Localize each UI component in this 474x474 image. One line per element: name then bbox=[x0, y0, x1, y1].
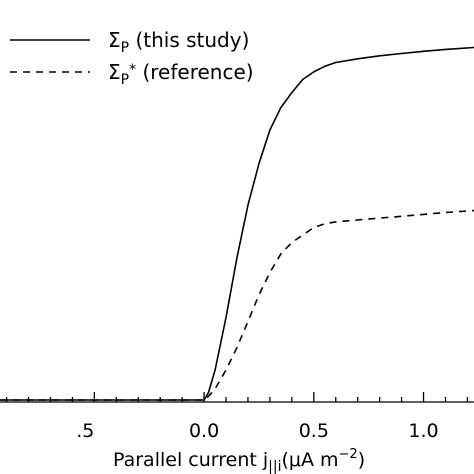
legend-label-this-study: ΣP (this study) bbox=[108, 28, 249, 56]
x-tick-label: 1.0 bbox=[408, 420, 438, 442]
series-line-reference bbox=[0, 209, 474, 401]
x-tick-label: .5 bbox=[76, 420, 94, 442]
series-line-this-study bbox=[0, 46, 474, 401]
legend: ΣP (this study) ΣP* (reference) bbox=[10, 28, 254, 88]
legend-label-reference: ΣP* (reference) bbox=[108, 60, 254, 88]
x-ticks: .5 0.0 0.5 1.0 bbox=[5, 392, 469, 442]
plot-lines bbox=[0, 46, 474, 401]
x-tick-label: 0.5 bbox=[299, 420, 329, 442]
x-axis-title: Parallel current j||i(μA m−2) bbox=[113, 447, 365, 474]
x-tick-label: 0.0 bbox=[189, 420, 219, 442]
